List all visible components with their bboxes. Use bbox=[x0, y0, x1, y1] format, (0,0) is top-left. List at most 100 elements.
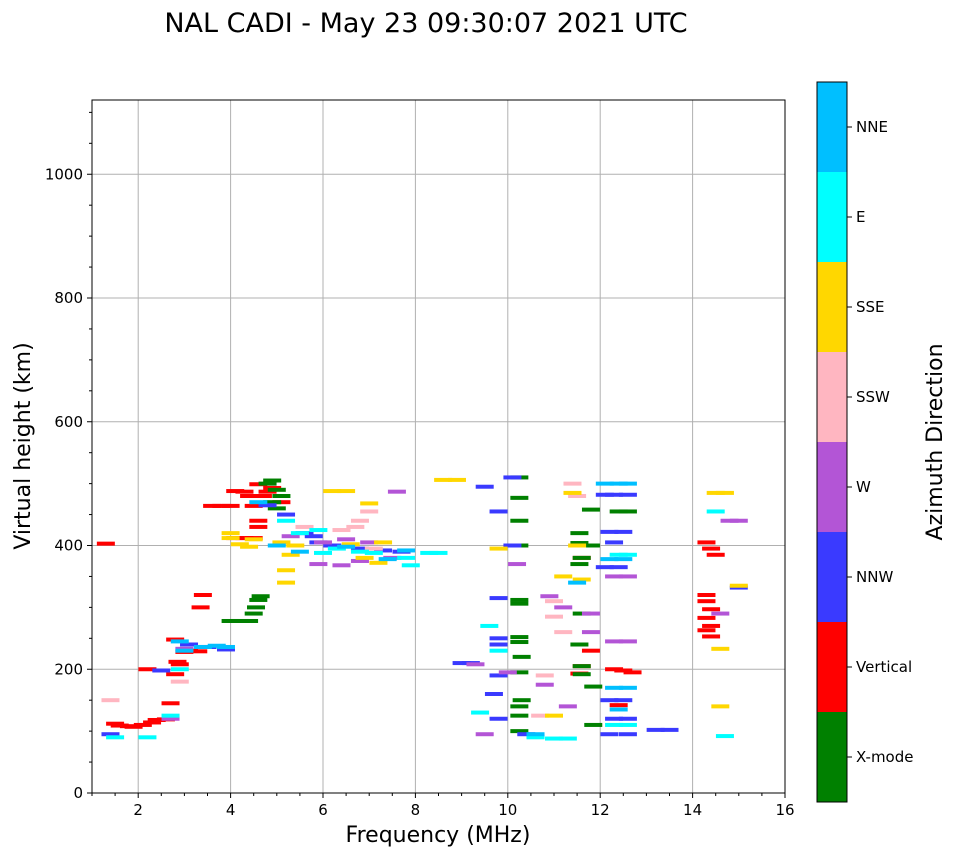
colorbar: X-mode Vertical NNW W SSW SSE E NNE bbox=[816, 81, 913, 803]
data-point bbox=[510, 713, 529, 718]
data-point bbox=[715, 734, 734, 739]
colorbar-frame bbox=[816, 81, 848, 803]
data-point bbox=[600, 557, 619, 562]
data-point bbox=[475, 484, 494, 489]
data-point bbox=[170, 667, 189, 672]
data-point bbox=[258, 489, 277, 494]
x-tick-label: 16 bbox=[775, 801, 794, 819]
data-point bbox=[600, 732, 619, 737]
data-point bbox=[702, 607, 721, 612]
colorbar-segment bbox=[817, 82, 847, 172]
data-point bbox=[110, 723, 129, 728]
x-tick-label: 4 bbox=[226, 801, 236, 819]
data-point bbox=[711, 646, 730, 651]
data-point bbox=[226, 489, 245, 494]
data-point bbox=[510, 670, 529, 675]
data-point bbox=[247, 605, 266, 610]
data-point bbox=[170, 639, 189, 644]
data-point bbox=[191, 605, 210, 610]
x-tick-label: 8 bbox=[411, 801, 421, 819]
data-point bbox=[489, 642, 508, 647]
data-point bbox=[475, 732, 494, 737]
data-point bbox=[489, 648, 508, 653]
data-point bbox=[180, 642, 199, 647]
data-point bbox=[267, 506, 286, 511]
colorbar-segment bbox=[817, 262, 847, 352]
y-tick-label: 200 bbox=[54, 660, 83, 678]
data-point bbox=[350, 546, 369, 551]
y-tick-label: 400 bbox=[54, 537, 83, 555]
data-point bbox=[526, 732, 545, 737]
data-point bbox=[517, 732, 536, 737]
data-point bbox=[568, 494, 587, 498]
colorbar-label-x-mode: X-mode bbox=[856, 748, 913, 766]
data-point bbox=[152, 668, 171, 673]
y-axis-label: Virtual height (km) bbox=[11, 342, 36, 549]
data-point bbox=[193, 644, 212, 649]
colorbar-segment bbox=[817, 622, 847, 712]
data-point bbox=[314, 540, 332, 545]
data-point bbox=[240, 618, 259, 623]
data-point bbox=[166, 672, 185, 677]
data-point bbox=[272, 540, 291, 545]
data-point bbox=[618, 492, 637, 497]
data-point bbox=[207, 643, 226, 648]
data-point bbox=[715, 490, 734, 495]
y-tick-label: 1000 bbox=[45, 165, 83, 183]
colorbar-label-sse: SSE bbox=[856, 298, 885, 316]
data-point bbox=[295, 524, 314, 529]
data-point bbox=[618, 722, 637, 727]
x-tick-label: 12 bbox=[591, 801, 610, 819]
data-point bbox=[138, 735, 157, 740]
colorbar-label: Azimuth Direction bbox=[923, 343, 948, 540]
data-point bbox=[374, 548, 393, 553]
data-point bbox=[244, 503, 263, 508]
data-point bbox=[369, 560, 388, 565]
data-point bbox=[221, 531, 240, 536]
data-point bbox=[706, 509, 725, 514]
data-point bbox=[106, 735, 125, 740]
data-point bbox=[503, 543, 522, 548]
chart-title: NAL CADI - May 23 09:30:07 2021 UTC bbox=[164, 8, 687, 39]
data-point bbox=[568, 580, 587, 585]
data-point bbox=[540, 594, 559, 599]
data-point bbox=[545, 713, 563, 718]
data-point bbox=[447, 477, 466, 482]
data-point bbox=[614, 529, 633, 534]
data-point bbox=[489, 673, 508, 678]
data-point bbox=[147, 717, 166, 722]
data-point bbox=[401, 563, 420, 568]
data-point bbox=[618, 509, 637, 514]
data-point bbox=[350, 549, 369, 554]
data-point bbox=[510, 601, 529, 606]
data-point bbox=[711, 611, 730, 616]
data-point bbox=[258, 503, 277, 508]
data-point bbox=[323, 489, 342, 494]
data-point bbox=[605, 574, 624, 579]
data-point bbox=[378, 557, 397, 562]
colorbar-label-vertical: Vertical bbox=[856, 658, 912, 676]
data-point bbox=[397, 555, 416, 560]
data-point bbox=[290, 549, 309, 554]
data-point bbox=[332, 528, 351, 533]
data-point bbox=[309, 562, 328, 567]
data-point bbox=[609, 509, 628, 514]
data-point bbox=[249, 524, 268, 529]
data-point bbox=[609, 707, 628, 712]
data-point bbox=[267, 487, 286, 492]
data-point bbox=[258, 481, 277, 486]
data-point bbox=[623, 670, 642, 675]
data-point bbox=[277, 518, 296, 523]
data-point bbox=[290, 531, 309, 536]
data-point bbox=[168, 659, 187, 664]
data-point bbox=[581, 648, 600, 653]
data-point bbox=[350, 558, 369, 563]
data-point bbox=[572, 672, 591, 677]
data-point bbox=[572, 555, 591, 560]
data-point bbox=[489, 596, 508, 601]
data-point bbox=[337, 544, 356, 549]
data-point bbox=[510, 495, 529, 500]
data-point bbox=[581, 543, 600, 548]
data-point bbox=[572, 611, 591, 616]
colorbar-label-e: E bbox=[856, 208, 865, 226]
